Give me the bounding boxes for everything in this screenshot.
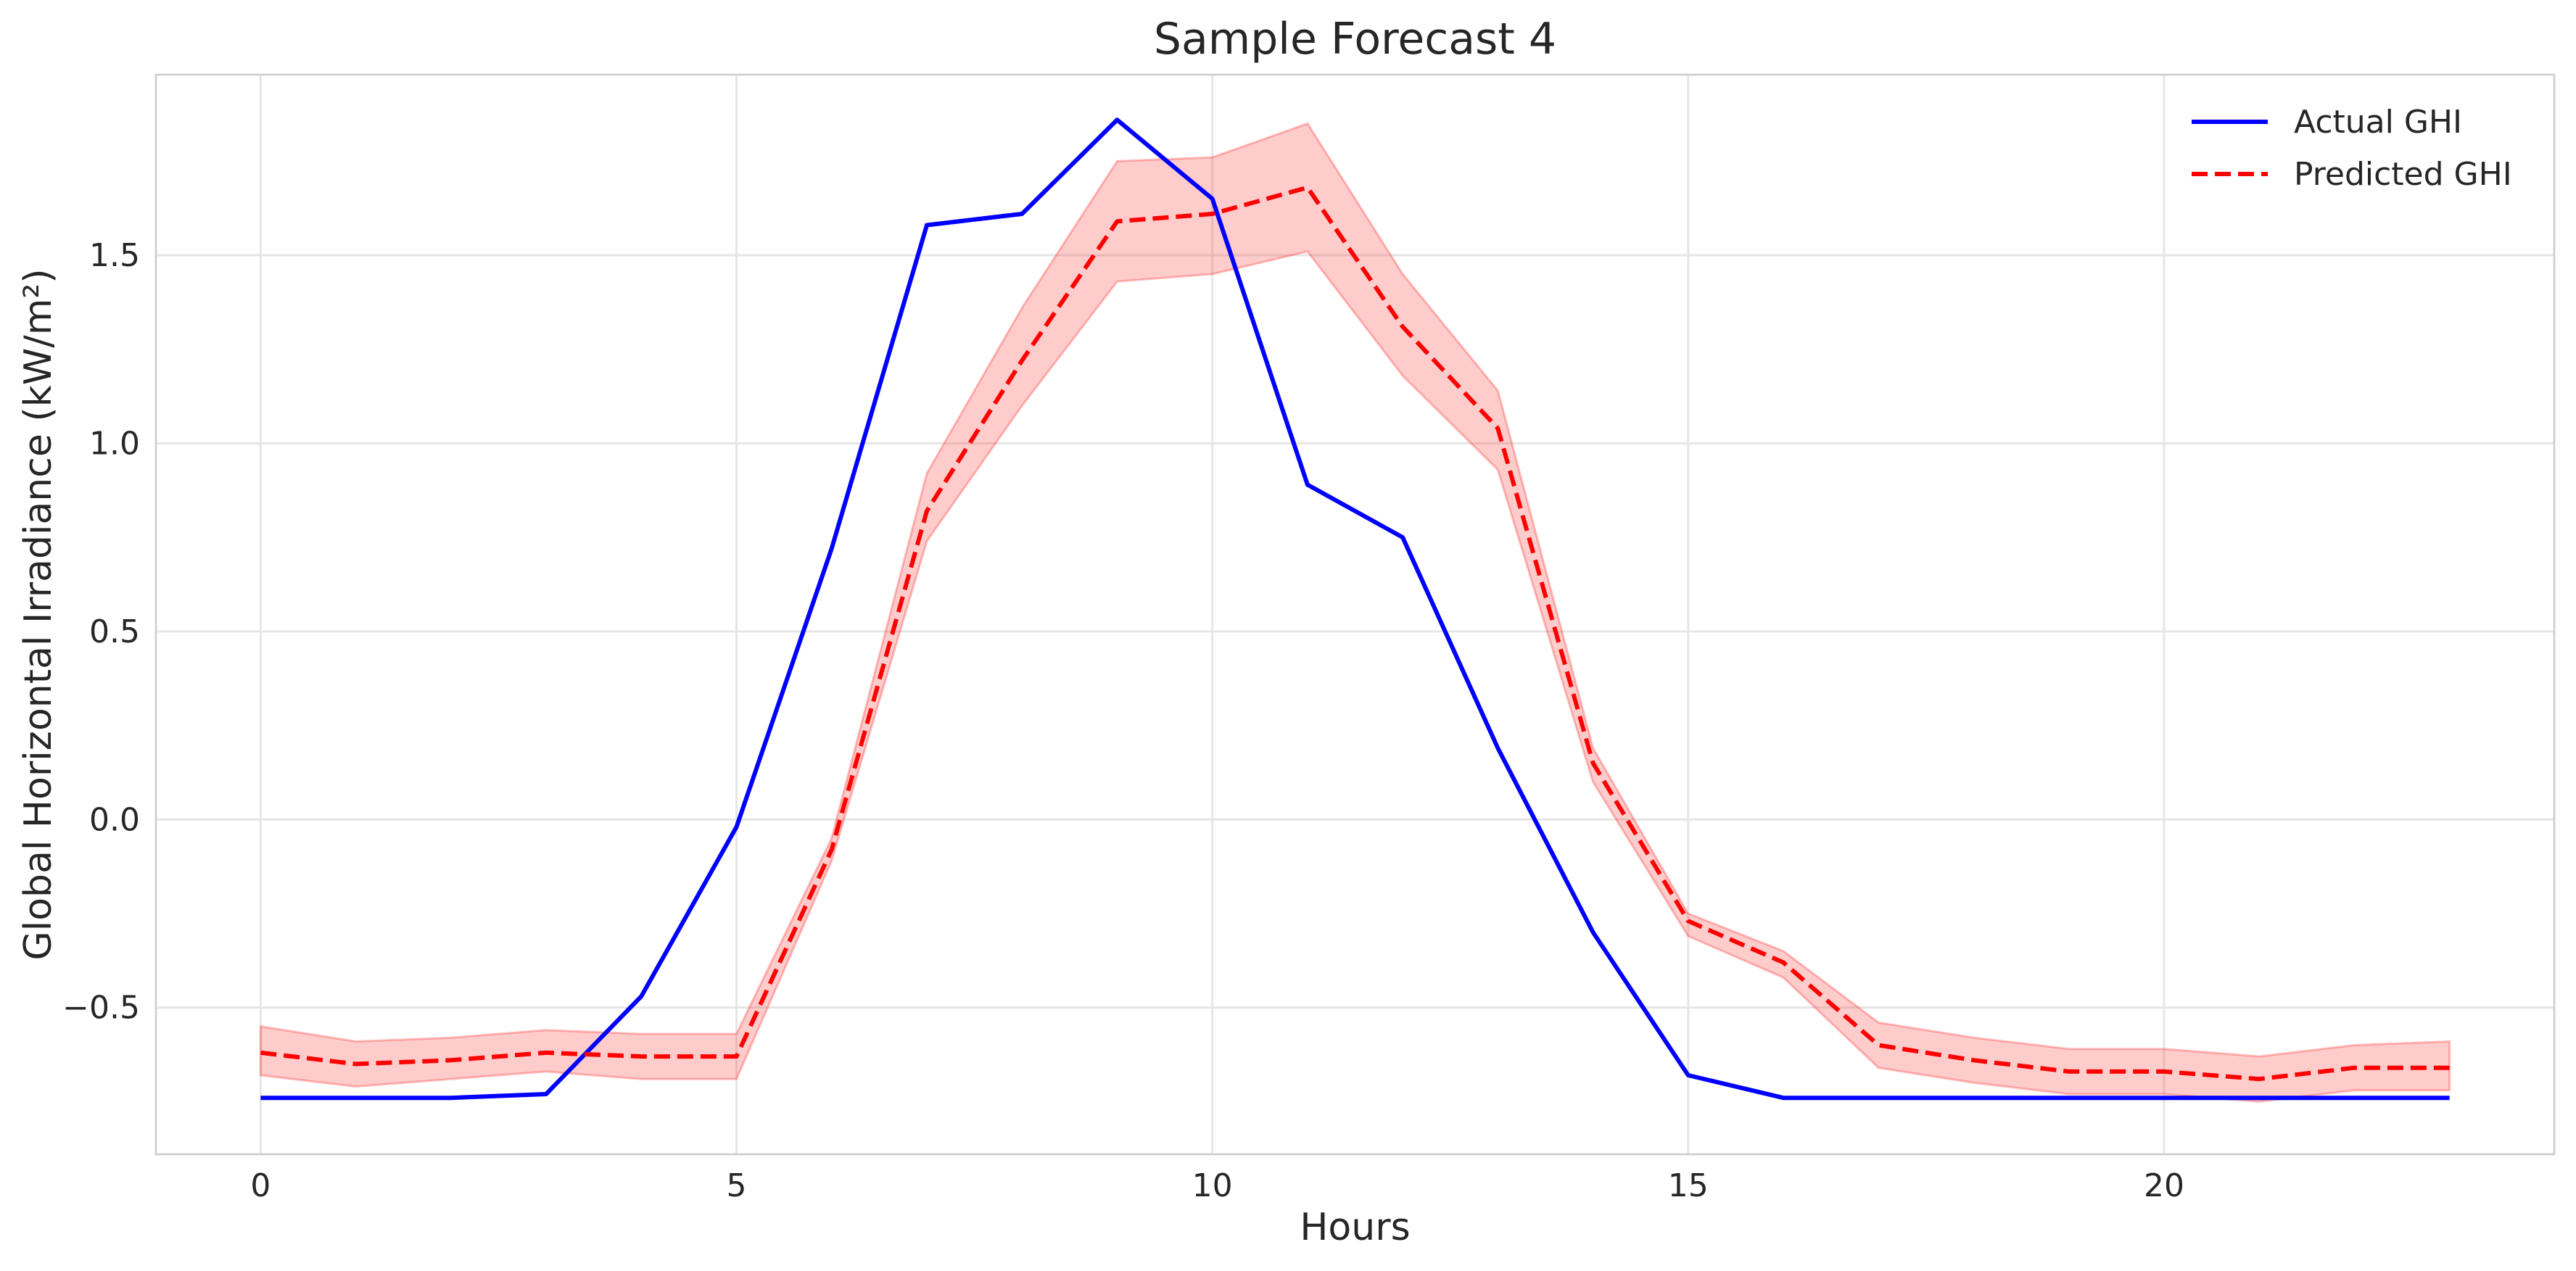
chart-title: Sample Forecast 4 (1154, 14, 1556, 65)
x-tick-label: 5 (727, 1167, 747, 1204)
confidence-band (259, 122, 2451, 1103)
actual-ghi-line (260, 117, 2450, 1101)
series-lines (260, 117, 2450, 1101)
predicted-ghi-line (260, 185, 2450, 1082)
prediction-interval-band (259, 122, 2451, 1103)
y-tick-label: 1.5 (89, 237, 140, 274)
y-tick-label: 0.5 (89, 613, 140, 650)
x-axis-label: Hours (1300, 1206, 1410, 1249)
legend-actual-label: Actual GHI (2294, 104, 2462, 141)
y-tick-label: 1.0 (89, 425, 140, 462)
y-tick-label: −0.5 (62, 990, 140, 1027)
legend: Actual GHI Predicted GHI (2192, 104, 2512, 193)
x-tick-label: 0 (250, 1167, 271, 1204)
legend-predicted-label: Predicted GHI (2294, 156, 2512, 193)
plot-frame (154, 73, 2556, 1156)
y-tick-label: 0.0 (89, 801, 140, 838)
y-axis-label: Global Horizontal Irradiance (kW/m²) (17, 268, 60, 960)
x-tick-label: 20 (2144, 1167, 2184, 1204)
y-axis-ticks: −0.5 0.0 0.5 1.0 1.5 (62, 237, 140, 1027)
x-tick-label: 15 (1668, 1167, 1709, 1204)
x-tick-label: 10 (1192, 1167, 1233, 1204)
x-axis-ticks: 0 5 10 15 20 (250, 1167, 2184, 1204)
